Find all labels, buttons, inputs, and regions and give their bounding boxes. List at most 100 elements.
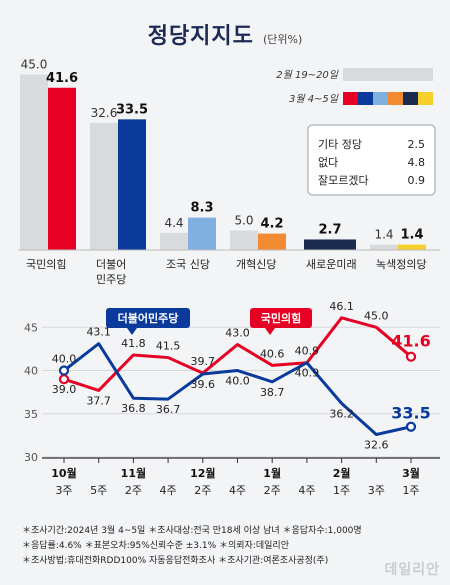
category-label: 개혁신당 [236, 258, 276, 271]
series-endpoint [405, 421, 417, 432]
others-value: 4.8 [408, 156, 426, 169]
bar-label-current: 33.5 [116, 102, 148, 117]
series-line [63, 316, 412, 392]
series-tag-label: 국민의힘 [261, 311, 301, 325]
bar-previous [20, 74, 48, 250]
bar-chart: 45.041.6 국민의힘 32.633.5 더불어민주당 4.4 8.3 조국 신당 5.0… [18, 58, 440, 286]
unit-label: (단위%) [263, 33, 303, 46]
y-tick-label: 45 [24, 321, 38, 334]
series-tag-pointer [265, 328, 275, 335]
data-label: 38.7 [260, 386, 285, 399]
data-label: 46.1 [329, 300, 354, 313]
x-tick-label-week: 4주 [160, 484, 177, 497]
bar-label-current: 41.6 [46, 71, 78, 86]
x-tick-label-month: 10월 [51, 466, 76, 480]
legend-swatch-previous [343, 68, 433, 81]
y-tick-label: 40 [24, 365, 38, 378]
others-label: 없다 [318, 156, 338, 169]
x-tick-label-week: 5주 [90, 484, 107, 497]
x-tick-label-week: 2주 [125, 484, 142, 497]
bar-current [398, 244, 426, 250]
y-tick-label: 30 [24, 451, 38, 464]
bar-previous [160, 232, 188, 250]
x-tick-label-month: 11월 [121, 466, 146, 480]
data-label-latest: 41.6 [391, 332, 430, 351]
data-label: 37.7 [86, 394, 111, 407]
legend-swatch-current [373, 92, 388, 105]
bar-label-previous: 5.0 [234, 214, 253, 228]
category-label: 더불어 [96, 258, 126, 271]
data-label: 41.8 [121, 337, 146, 350]
legend-swatch-current [343, 92, 358, 105]
bar-label-previous: 32.6 [91, 106, 118, 120]
data-label: 40.9 [295, 345, 320, 358]
data-label: 43.1 [86, 326, 111, 339]
title-row: 정당지지도 (단위%) [0, 18, 450, 50]
x-tick-label-month: 12월 [190, 466, 215, 480]
footnotes: ＊조사기간:2024년 3월 4~5일 ＊조사대상:전국 만18세 이상 남녀 … [22, 524, 432, 569]
legend-swatch-current [418, 92, 433, 105]
others-value: 2.5 [408, 138, 426, 151]
bar-current [48, 87, 76, 250]
series-endpoint [405, 351, 417, 362]
bar-current [188, 217, 216, 250]
others-value: 0.9 [408, 174, 426, 187]
category-label: 녹색정의당 [376, 258, 427, 271]
x-tick-label-month: 2월 [333, 466, 351, 480]
x-tick-label-week: 1주 [402, 484, 419, 497]
x-tick-label-week: 2주 [264, 484, 281, 497]
series-endpoint [58, 374, 70, 385]
legend-label-previous: 2월 19~20일 [276, 69, 339, 81]
data-label: 32.6 [364, 439, 389, 452]
bar-previous [90, 122, 118, 250]
bar-label-current: 8.3 [190, 201, 213, 216]
bar-previous [370, 244, 398, 250]
bar-label-current: 1.4 [400, 228, 423, 243]
bar-label-current: 4.2 [260, 217, 283, 232]
legend-swatch-current [388, 92, 403, 105]
series-tag-label: 더불어민주당 [118, 311, 179, 325]
legend-label-current: 3월 4~5일 [289, 93, 339, 105]
category-label: 민주당 [96, 273, 126, 286]
bar-label-current: 2.7 [318, 222, 341, 237]
data-label: 36.2 [329, 407, 354, 420]
bar-label-previous: 45.0 [21, 58, 48, 72]
data-label: 36.7 [156, 403, 181, 416]
data-label: 39.6 [191, 378, 216, 391]
data-label-latest: 33.5 [391, 404, 430, 423]
series-tag [250, 308, 312, 328]
x-tick-label-week: 3주 [55, 484, 72, 497]
watermark-logo: 데일리안 [384, 562, 440, 578]
footnote-line: ＊응답률:4.6% ＊표본오차:95%신뢰수준 ±3.1% ＊의뢰자:데일리안 [22, 541, 289, 551]
data-label: 36.8 [121, 402, 146, 415]
bar-current [258, 233, 286, 250]
others-label: 기타 정당 [318, 138, 362, 151]
footnote-line: ＊조사방법:휴대전화RDD100% 자동응답전화조사 ＊조사기관:여론조사공정(… [22, 556, 329, 566]
category-label: 국민의힘 [26, 258, 66, 271]
y-tick-label: 35 [24, 408, 38, 421]
x-tick-label-week: 1주 [333, 484, 350, 497]
x-tick-label-month: 1월 [263, 466, 281, 480]
data-label: 39.7 [191, 355, 216, 368]
data-label: 40.9 [295, 367, 320, 380]
legend-swatch-current [403, 92, 418, 105]
x-tick-label-week: 2주 [194, 484, 211, 497]
data-label: 43.0 [225, 327, 250, 340]
category-label: 새로운미래 [306, 258, 357, 271]
bar-label-previous: 4.4 [164, 216, 183, 230]
data-label: 40.0 [225, 375, 250, 388]
data-label: 41.5 [156, 340, 181, 353]
line-chart: 30 35 40 45 10월 3주 5주 11월 2주 4주 12월 2주 4주 1월 2주 4주 2월 1주 3… [24, 300, 440, 497]
x-tick-label-week: 3주 [368, 484, 385, 497]
page-title: 정당지지도 [147, 24, 254, 49]
x-tick-label-week: 4주 [298, 484, 315, 497]
x-tick-label-month: 3월 [402, 466, 420, 480]
series-tag [106, 308, 190, 328]
series-line [63, 342, 412, 437]
footnote-line: ＊조사기간:2024년 3월 4~5일 ＊조사대상:전국 만18세 이상 남녀 … [22, 526, 362, 536]
category-label: 조국 신당 [166, 258, 210, 271]
others-label: 잘모르겠다 [318, 174, 369, 187]
bar-label-previous: 1.4 [374, 228, 393, 242]
x-tick-label-week: 4주 [229, 484, 246, 497]
